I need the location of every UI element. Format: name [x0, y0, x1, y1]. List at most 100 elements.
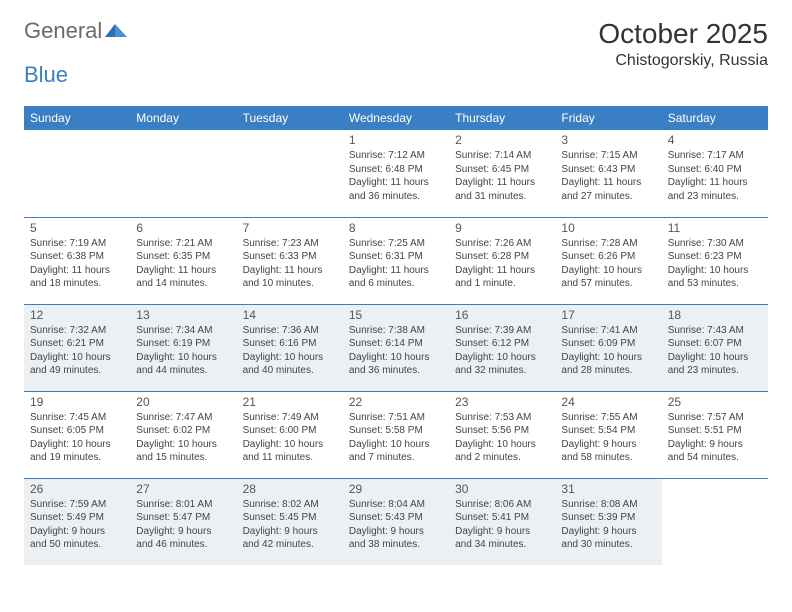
calendar-cell: 6 Sunrise: 7:21 AMSunset: 6:35 PMDaylight…: [130, 217, 236, 304]
day-number: 14: [243, 308, 337, 322]
day-info: Sunrise: 7:32 AMSunset: 6:21 PMDaylight:…: [30, 324, 124, 378]
day-number: 27: [136, 482, 230, 496]
calendar-cell: 15 Sunrise: 7:38 AMSunset: 6:14 PMDayligh…: [343, 304, 449, 391]
day-number: 5: [30, 221, 124, 235]
day-info: Sunrise: 7:28 AMSunset: 6:26 PMDaylight:…: [561, 237, 655, 291]
calendar-cell: 19 Sunrise: 7:45 AMSunset: 6:05 PMDayligh…: [24, 391, 130, 478]
day-number: 15: [349, 308, 443, 322]
day-number: 25: [668, 395, 762, 409]
calendar-cell: 24 Sunrise: 7:55 AMSunset: 5:54 PMDayligh…: [555, 391, 661, 478]
day-info: Sunrise: 7:57 AMSunset: 5:51 PMDaylight:…: [668, 411, 762, 465]
logo-part1: General: [24, 18, 102, 44]
calendar-cell: 5 Sunrise: 7:19 AMSunset: 6:38 PMDaylight…: [24, 217, 130, 304]
calendar-row: 5 Sunrise: 7:19 AMSunset: 6:38 PMDaylight…: [24, 217, 768, 304]
logo-part2: Blue: [24, 62, 68, 88]
day-info: Sunrise: 7:30 AMSunset: 6:23 PMDaylight:…: [668, 237, 762, 291]
day-info: Sunrise: 7:45 AMSunset: 6:05 PMDaylight:…: [30, 411, 124, 465]
calendar-row: 19 Sunrise: 7:45 AMSunset: 6:05 PMDayligh…: [24, 391, 768, 478]
day-info: Sunrise: 7:21 AMSunset: 6:35 PMDaylight:…: [136, 237, 230, 291]
day-info: Sunrise: 7:25 AMSunset: 6:31 PMDaylight:…: [349, 237, 443, 291]
day-number: 12: [30, 308, 124, 322]
day-info: Sunrise: 8:04 AMSunset: 5:43 PMDaylight:…: [349, 498, 443, 552]
calendar-cell-empty: [130, 130, 236, 217]
day-info: Sunrise: 7:49 AMSunset: 6:00 PMDaylight:…: [243, 411, 337, 465]
calendar-cell: 10 Sunrise: 7:28 AMSunset: 6:26 PMDayligh…: [555, 217, 661, 304]
calendar-cell: 2Sunrise: 7:14 AMSunset: 6:45 PMDaylight…: [449, 130, 555, 217]
calendar-cell: 1Sunrise: 7:12 AMSunset: 6:48 PMDaylight…: [343, 130, 449, 217]
day-number: 4: [668, 133, 762, 147]
calendar-cell: 28 Sunrise: 8:02 AMSunset: 5:45 PMDayligh…: [237, 478, 343, 565]
day-number: 11: [668, 221, 762, 235]
day-info: Sunrise: 7:12 AMSunset: 6:48 PMDaylight:…: [349, 149, 443, 203]
day-info: Sunrise: 7:15 AMSunset: 6:43 PMDaylight:…: [561, 149, 655, 203]
day-info: Sunrise: 7:39 AMSunset: 6:12 PMDaylight:…: [455, 324, 549, 378]
day-info: Sunrise: 7:47 AMSunset: 6:02 PMDaylight:…: [136, 411, 230, 465]
day-info: Sunrise: 8:02 AMSunset: 5:45 PMDaylight:…: [243, 498, 337, 552]
day-number: 8: [349, 221, 443, 235]
calendar-row: 26 Sunrise: 7:59 AMSunset: 5:49 PMDayligh…: [24, 478, 768, 565]
day-number: 20: [136, 395, 230, 409]
day-info: Sunrise: 7:19 AMSunset: 6:38 PMDaylight:…: [30, 237, 124, 291]
logo: General: [24, 18, 127, 44]
day-number: 9: [455, 221, 549, 235]
day-info: Sunrise: 7:38 AMSunset: 6:14 PMDaylight:…: [349, 324, 443, 378]
day-info: Sunrise: 7:26 AMSunset: 6:28 PMDaylight:…: [455, 237, 549, 291]
calendar-cell: 30Sunrise: 8:06 AMSunset: 5:41 PMDayligh…: [449, 478, 555, 565]
calendar-table: SundayMondayTuesdayWednesdayThursdayFrid…: [24, 106, 768, 565]
calendar-cell: 31Sunrise: 8:08 AMSunset: 5:39 PMDayligh…: [555, 478, 661, 565]
weekday-header: Thursday: [449, 106, 555, 130]
calendar-cell: 22 Sunrise: 7:51 AMSunset: 5:58 PMDayligh…: [343, 391, 449, 478]
day-info: Sunrise: 7:23 AMSunset: 6:33 PMDaylight:…: [243, 237, 337, 291]
calendar-cell: 25 Sunrise: 7:57 AMSunset: 5:51 PMDayligh…: [662, 391, 768, 478]
calendar-cell-empty: [662, 478, 768, 565]
day-info: Sunrise: 7:59 AMSunset: 5:49 PMDaylight:…: [30, 498, 124, 552]
weekday-header: Wednesday: [343, 106, 449, 130]
calendar-cell: 11 Sunrise: 7:30 AMSunset: 6:23 PMDayligh…: [662, 217, 768, 304]
logo-shape-icon: [105, 18, 127, 44]
calendar-row: 12 Sunrise: 7:32 AMSunset: 6:21 PMDayligh…: [24, 304, 768, 391]
calendar-cell: 26 Sunrise: 7:59 AMSunset: 5:49 PMDayligh…: [24, 478, 130, 565]
day-number: 31: [561, 482, 655, 496]
day-number: 28: [243, 482, 337, 496]
weekday-header: Tuesday: [237, 106, 343, 130]
calendar-cell: 16 Sunrise: 7:39 AMSunset: 6:12 PMDayligh…: [449, 304, 555, 391]
calendar-cell: 4 Sunrise: 7:17 AMSunset: 6:40 PMDaylight…: [662, 130, 768, 217]
weekday-header: Saturday: [662, 106, 768, 130]
day-info: Sunrise: 7:55 AMSunset: 5:54 PMDaylight:…: [561, 411, 655, 465]
calendar-cell: 12 Sunrise: 7:32 AMSunset: 6:21 PMDayligh…: [24, 304, 130, 391]
day-info: Sunrise: 7:17 AMSunset: 6:40 PMDaylight:…: [668, 149, 762, 203]
day-number: 3: [561, 133, 655, 147]
calendar-cell: 17 Sunrise: 7:41 AMSunset: 6:09 PMDayligh…: [555, 304, 661, 391]
month-title: October 2025: [598, 18, 768, 50]
day-number: 13: [136, 308, 230, 322]
day-info: Sunrise: 7:34 AMSunset: 6:19 PMDaylight:…: [136, 324, 230, 378]
day-number: 22: [349, 395, 443, 409]
day-info: Sunrise: 7:41 AMSunset: 6:09 PMDaylight:…: [561, 324, 655, 378]
weekday-header: Monday: [130, 106, 236, 130]
calendar-cell: 8 Sunrise: 7:25 AMSunset: 6:31 PMDaylight…: [343, 217, 449, 304]
day-info: Sunrise: 8:06 AMSunset: 5:41 PMDaylight:…: [455, 498, 549, 552]
day-info: Sunrise: 7:53 AMSunset: 5:56 PMDaylight:…: [455, 411, 549, 465]
day-info: Sunrise: 7:51 AMSunset: 5:58 PMDaylight:…: [349, 411, 443, 465]
day-number: 17: [561, 308, 655, 322]
day-number: 24: [561, 395, 655, 409]
day-number: 21: [243, 395, 337, 409]
day-number: 6: [136, 221, 230, 235]
day-number: 10: [561, 221, 655, 235]
day-number: 29: [349, 482, 443, 496]
calendar-cell: 9 Sunrise: 7:26 AMSunset: 6:28 PMDaylight…: [449, 217, 555, 304]
day-number: 16: [455, 308, 549, 322]
calendar-cell: 7Sunrise: 7:23 AMSunset: 6:33 PMDaylight…: [237, 217, 343, 304]
day-info: Sunrise: 7:43 AMSunset: 6:07 PMDaylight:…: [668, 324, 762, 378]
day-number: 19: [30, 395, 124, 409]
calendar-cell: 21 Sunrise: 7:49 AMSunset: 6:00 PMDayligh…: [237, 391, 343, 478]
calendar-cell: 18Sunrise: 7:43 AMSunset: 6:07 PMDayligh…: [662, 304, 768, 391]
calendar-body: 1Sunrise: 7:12 AMSunset: 6:48 PMDaylight…: [24, 130, 768, 565]
weekday-header: Sunday: [24, 106, 130, 130]
calendar-cell-empty: [237, 130, 343, 217]
weekday-header: Friday: [555, 106, 661, 130]
day-info: Sunrise: 7:36 AMSunset: 6:16 PMDaylight:…: [243, 324, 337, 378]
calendar-cell: 14 Sunrise: 7:36 AMSunset: 6:16 PMDayligh…: [237, 304, 343, 391]
day-number: 26: [30, 482, 124, 496]
calendar-row: 1Sunrise: 7:12 AMSunset: 6:48 PMDaylight…: [24, 130, 768, 217]
